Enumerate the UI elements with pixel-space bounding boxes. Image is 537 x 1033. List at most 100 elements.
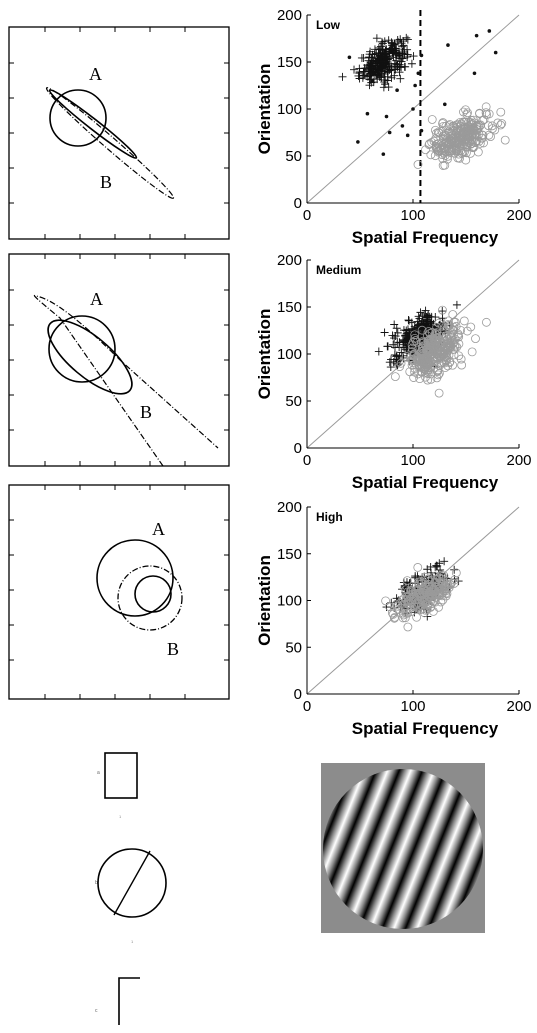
data-point-circle	[455, 118, 465, 127]
label-b: B	[100, 172, 112, 192]
data-point-circle	[467, 347, 477, 357]
data-point-plus	[399, 353, 408, 362]
ellipse-b-dashed	[117, 565, 183, 631]
data-point-plus	[402, 329, 411, 338]
y-tick-label: 150	[277, 54, 302, 71]
data-point-circle	[444, 316, 453, 326]
data-point-plus	[403, 35, 412, 44]
data-point-circle	[445, 147, 455, 157]
data-point-circle	[474, 136, 484, 146]
grating-stimulus	[321, 763, 485, 933]
y-tick-label: 0	[294, 686, 302, 703]
data-point-circle	[438, 305, 447, 315]
data-point-plus	[396, 54, 405, 63]
data-point-circle	[429, 363, 439, 373]
data-point-circle	[456, 354, 466, 364]
data-point-circle	[406, 586, 415, 596]
data-point-circle	[442, 356, 451, 365]
data-point-circle	[423, 574, 433, 584]
data-point-circle	[436, 597, 446, 607]
shape-tick-label: 1	[119, 814, 122, 819]
data-point-circle	[461, 155, 471, 165]
data-point-circle	[413, 563, 423, 572]
data-point-plus	[383, 68, 392, 77]
data-point-circle	[426, 588, 436, 598]
data-point-circle	[500, 135, 510, 145]
data-point-plus	[392, 62, 401, 71]
data-point-dot	[487, 29, 492, 33]
data-point-plus	[418, 311, 427, 320]
data-point-dot	[443, 102, 447, 107]
data-point-plus	[409, 52, 418, 61]
data-point-plus	[436, 565, 445, 574]
data-point-circle	[441, 139, 451, 149]
y-tick-label: 150	[277, 546, 302, 563]
data-point-plus	[452, 300, 461, 309]
scatter-panel-low: 0 100 200 0 50 100 150 200 Spatial Frequency Orie…	[255, 7, 532, 247]
data-point-plus	[399, 41, 408, 50]
data-point-dot	[419, 128, 424, 133]
data-point-circle	[482, 110, 492, 120]
data-point-circle	[482, 317, 491, 327]
data-point-circle	[449, 141, 459, 151]
data-point-dot	[472, 71, 477, 76]
data-point-circle	[416, 367, 426, 377]
data-point-circle	[412, 612, 422, 622]
data-point-circle	[438, 595, 448, 605]
data-point-circle	[451, 568, 461, 578]
data-point-dot	[395, 88, 399, 92]
data-point-plus	[389, 53, 398, 62]
data-point-dot	[419, 53, 424, 58]
data-point-circle	[415, 374, 425, 384]
data-point-circle	[439, 131, 449, 141]
data-point-circle	[446, 331, 456, 341]
data-point-circle	[419, 355, 429, 365]
data-point-circle	[493, 118, 503, 128]
y-tick-label: 100	[277, 346, 302, 363]
data-point-circle	[393, 601, 403, 611]
label-a: A	[89, 64, 102, 84]
data-point-plus	[350, 65, 359, 74]
shape-tick-label: 1	[131, 939, 134, 944]
y-tick-label: 0	[294, 440, 302, 457]
ellipse-a	[49, 89, 107, 147]
y-tick-label: 50	[285, 639, 302, 656]
data-point-dot	[411, 107, 415, 111]
data-point-circle	[429, 584, 439, 594]
y-tick-label: 150	[277, 299, 302, 316]
data-point-plus	[380, 49, 389, 58]
data-point-circle	[438, 345, 448, 354]
y-tick-label: 200	[277, 7, 302, 24]
data-point-circle	[405, 367, 415, 377]
label-a: A	[90, 289, 103, 309]
data-point-circle	[413, 592, 422, 602]
data-point-circle	[432, 332, 442, 342]
x-tick-label: 200	[506, 207, 531, 224]
data-point-plus	[393, 338, 402, 347]
scatter-panel-high: 0 100 200 0 50 100 150 200 Spatial Frequency Orie…	[255, 499, 532, 738]
data-point-circle	[381, 596, 391, 606]
data-point-circle	[465, 127, 475, 137]
data-point-plus	[423, 565, 432, 574]
y-tick-label: 100	[277, 593, 302, 610]
data-point-circle	[427, 115, 437, 124]
data-point-dot	[365, 111, 370, 116]
panel-frame	[8, 253, 230, 467]
data-point-circle	[464, 117, 474, 127]
data-point-plus	[376, 42, 385, 51]
ellipse-panel-3: A B	[8, 484, 230, 700]
data-point-dot	[347, 55, 352, 60]
data-point-circle	[405, 590, 414, 600]
data-point-circle	[405, 594, 415, 604]
data-point-plus	[374, 54, 383, 63]
data-point-plus	[427, 317, 436, 326]
x-tick-label: 100	[400, 452, 425, 469]
data-point-plus	[431, 562, 440, 571]
data-point-plus	[397, 348, 406, 357]
data-point-plus	[365, 66, 374, 75]
data-point-circle	[426, 374, 436, 384]
data-point-circle	[450, 148, 460, 158]
data-point-dot	[413, 83, 417, 88]
data-point-circle	[417, 600, 427, 610]
ellipse-panel-1: A B	[8, 26, 230, 240]
